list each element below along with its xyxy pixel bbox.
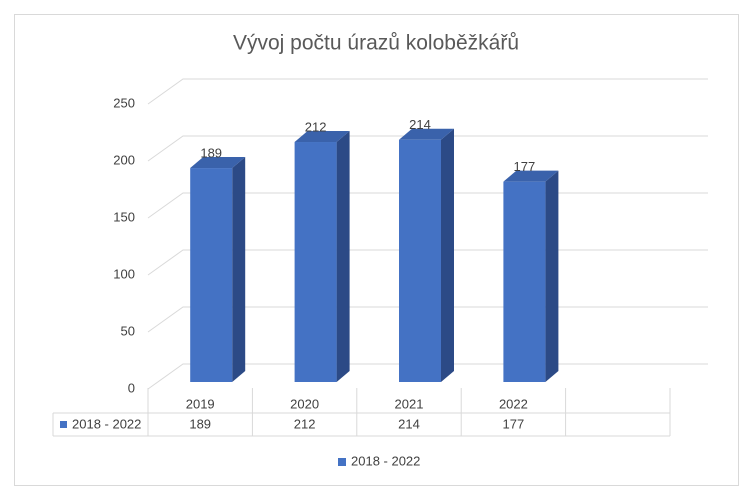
x-tick-label: 2020 <box>290 396 319 411</box>
bar-top <box>294 131 350 143</box>
bar-top <box>190 157 246 169</box>
chart-title: Vývoj počtu úrazů koloběžkářů <box>233 32 519 55</box>
x-tick-label: 2019 <box>186 396 215 411</box>
bar-top <box>399 128 454 140</box>
bar-top <box>503 170 559 182</box>
legend-key <box>60 421 67 428</box>
y-tick-label: 100 <box>113 266 135 281</box>
grid-line <box>147 78 708 105</box>
y-tick-label: 50 <box>121 323 135 338</box>
bar-side <box>545 170 559 382</box>
bar-side <box>336 131 350 382</box>
data-label: 214 <box>409 117 431 132</box>
table-value: 214 <box>398 416 420 431</box>
table-value: 177 <box>503 416 525 431</box>
legend-label: 2018 - 2022 <box>351 453 420 468</box>
table-value: 212 <box>294 416 316 431</box>
table-series-name: 2018 - 2022 <box>72 416 141 431</box>
bar <box>399 139 441 382</box>
x-tick-label: 2022 <box>499 396 528 411</box>
bar <box>503 181 546 382</box>
grid-line <box>147 135 708 162</box>
table-value: 189 <box>189 416 211 431</box>
data-label: 177 <box>514 159 536 174</box>
y-tick-label: 150 <box>113 209 135 224</box>
x-tick-label: 2021 <box>395 396 424 411</box>
bar-side <box>441 128 454 382</box>
legend-key <box>338 458 346 466</box>
y-tick-label: 200 <box>113 152 135 167</box>
bar-side <box>232 157 246 382</box>
y-tick-label: 250 <box>113 95 135 110</box>
bar <box>294 142 337 382</box>
data-label: 189 <box>200 145 222 160</box>
bar <box>190 168 233 382</box>
y-tick-label: 0 <box>128 380 135 395</box>
data-label: 212 <box>305 119 327 134</box>
